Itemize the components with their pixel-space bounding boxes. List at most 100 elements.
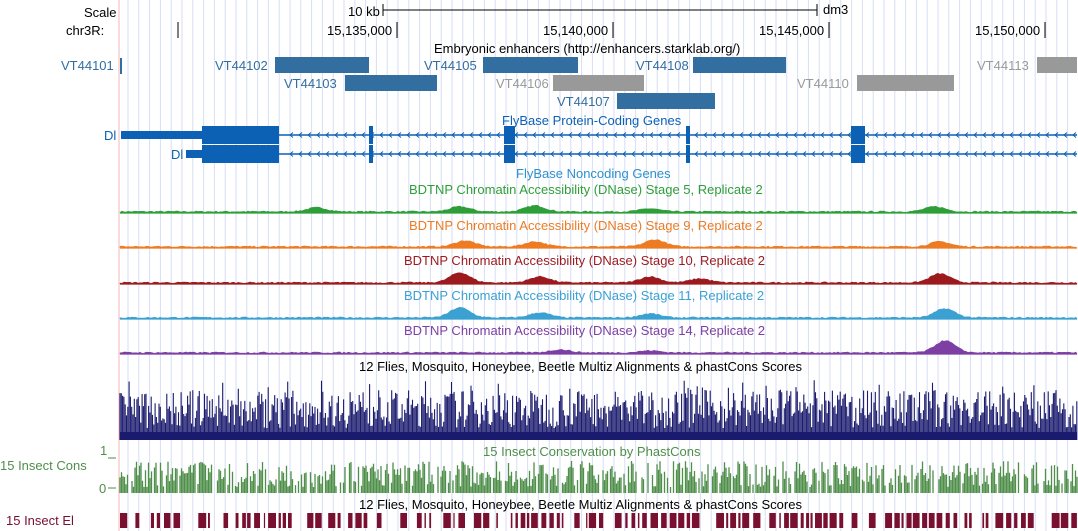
conserved-element	[631, 513, 636, 528]
conserved-element	[936, 513, 943, 528]
conserved-element	[458, 513, 465, 528]
conserved-element	[376, 513, 382, 528]
conserved-element	[800, 513, 804, 528]
enhancer-label[interactable]: VT44113	[977, 58, 1029, 73]
phastcons-bars	[119, 461, 1078, 493]
enhancer-feature	[553, 75, 644, 91]
conserved-element	[173, 513, 181, 528]
dnase-track-title: BDTNP Chromatin Accessibility (DNase) St…	[404, 253, 766, 268]
conserved-element	[945, 513, 950, 528]
gene-exon	[369, 145, 373, 163]
conserved-element	[400, 513, 407, 528]
enhancer-label[interactable]: VT44102	[215, 58, 268, 73]
gene-label[interactable]: Dl	[171, 147, 184, 162]
conserved-element	[1027, 513, 1034, 528]
conserved-element	[443, 513, 451, 528]
gene-utr	[121, 131, 203, 139]
conserved-element	[307, 513, 314, 528]
conserved-element	[223, 513, 229, 528]
enhancer-feature	[483, 57, 578, 73]
elements-side-label[interactable]: 15 Insect El	[6, 513, 74, 528]
conserved-element	[995, 513, 1004, 528]
conserved-element	[496, 513, 498, 528]
conserved-element	[625, 513, 628, 528]
conserved-element	[355, 513, 362, 528]
conserved-element	[556, 513, 560, 528]
conserved-element	[429, 513, 432, 528]
conserved-element	[650, 513, 658, 528]
conserved-element	[348, 513, 353, 528]
enhancer-feature	[857, 75, 954, 91]
enhancer-label[interactable]: VT44101	[61, 58, 114, 73]
conserved-element	[691, 513, 700, 528]
dnase-track-title: BDTNP Chromatin Accessibility (DNase) St…	[404, 288, 765, 303]
conserved-element	[288, 513, 292, 528]
conserved-element	[164, 513, 171, 528]
conserved-element	[829, 513, 837, 528]
conserved-element	[851, 513, 858, 528]
conserved-element	[561, 513, 564, 528]
conserved-element	[474, 513, 482, 528]
conserved-element	[642, 513, 647, 528]
conserved-element	[810, 513, 813, 528]
conserved-element	[282, 513, 286, 528]
noncoding-track-title: FlyBase Noncoding Genes	[516, 166, 671, 181]
conserved-element	[278, 513, 281, 528]
assembly-label: dm3	[823, 2, 849, 17]
enhancer-label[interactable]: VT44110	[797, 76, 849, 91]
conserved-element	[424, 513, 426, 528]
conserved-element	[922, 513, 928, 528]
enhancer-feature	[345, 75, 437, 91]
enhancer-label[interactable]: VT44103	[284, 76, 337, 91]
conserved-element	[779, 513, 781, 528]
gene-label[interactable]: Dl	[104, 128, 117, 143]
gene-exon	[851, 126, 865, 144]
gene-exon	[369, 126, 373, 144]
enhancer-label[interactable]: VT44107	[557, 94, 610, 109]
enhancer-feature	[693, 57, 786, 73]
conserved-element	[208, 513, 210, 528]
conserved-element	[1060, 513, 1069, 528]
conserved-element	[906, 513, 912, 528]
conserved-element	[453, 513, 455, 528]
conserved-element	[588, 513, 597, 528]
enhancer-label[interactable]: VT44106	[496, 76, 549, 91]
enhancer-label[interactable]: VT44105	[424, 58, 477, 73]
conserved-element	[328, 513, 336, 528]
gene-exon	[504, 126, 515, 144]
conserved-element	[738, 513, 741, 528]
conserved-element	[549, 513, 554, 528]
conserved-element	[416, 513, 422, 528]
conserved-element	[574, 513, 580, 528]
gene-exon	[504, 145, 515, 163]
conserved-element	[669, 513, 677, 528]
conserved-element	[531, 513, 538, 528]
dnase-track-title: BDTNP Chromatin Accessibility (DNase) St…	[409, 218, 763, 233]
conserved-element	[953, 513, 958, 528]
gene-exon	[202, 126, 279, 144]
multiz-base	[120, 432, 1077, 440]
dnase-signal	[119, 340, 1078, 355]
conserved-element	[363, 513, 368, 528]
phastcons-side-label[interactable]: 15 Insect Cons	[0, 458, 87, 473]
conserved-element	[198, 513, 207, 528]
phastcons-ymax-label: 1	[100, 443, 108, 458]
enhancer-label[interactable]: VT44108	[636, 58, 689, 73]
conserved-element	[716, 513, 724, 528]
enhancer-feature	[120, 58, 122, 74]
conserved-element	[235, 513, 239, 528]
conserved-element	[730, 513, 737, 528]
conserved-element	[1014, 513, 1018, 528]
scale-bar-label: 10 kb	[348, 4, 380, 19]
position-tick-label: 15,135,000	[327, 23, 393, 38]
conserved-element	[985, 513, 989, 528]
conserved-element	[928, 513, 935, 528]
scale-label: Scale	[84, 5, 117, 20]
conserved-element	[150, 513, 154, 528]
conserved-element	[1006, 513, 1012, 528]
gene-exon	[686, 126, 690, 144]
enhancer-feature	[275, 57, 369, 73]
dnase-signal	[119, 205, 1078, 214]
